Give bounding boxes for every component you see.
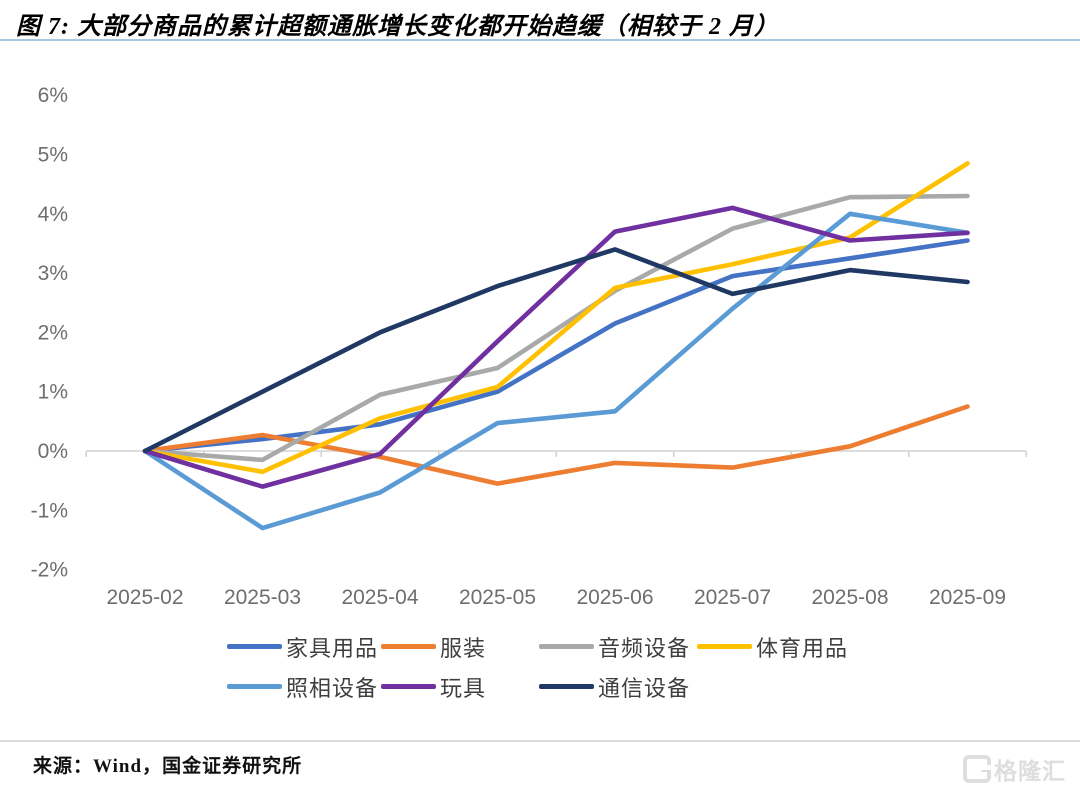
y-axis-tick-labels: 6% 5% 4% 3% 2% 1% 0% -1% -2% <box>31 84 68 581</box>
chart-title: 图 7: 大部分商品的累计超额通胀增长变化都开始趋缓（相较于 2 月） <box>16 14 779 40</box>
legend-item: 照相设备 <box>227 673 381 701</box>
x-tick-label: 2025-06 <box>576 586 653 609</box>
y-tick-label: 0% <box>38 440 68 463</box>
x-tick-label: 2025-09 <box>929 586 1006 609</box>
source-note: 来源：Wind，国金证券研究所 <box>33 756 303 777</box>
legend-swatch <box>539 644 594 649</box>
legend-item: 通信设备 <box>539 673 697 701</box>
legend-item: 音频设备 <box>539 633 697 661</box>
y-tick-label: 2% <box>38 321 68 344</box>
watermark: 格隆汇 <box>963 752 1066 786</box>
series-line-4 <box>142 211 970 531</box>
series-line-3 <box>142 161 970 475</box>
x-tick-label: 2025-02 <box>106 586 183 609</box>
title-separator <box>0 39 1080 41</box>
y-tick-label: 5% <box>38 144 68 167</box>
legend-label: 音频设备 <box>598 635 691 661</box>
x-tick-label: 2025-07 <box>694 586 771 609</box>
line-chart: 6%5%4%3%2%1%0%-1%-2% 2025-02 2025-03 2025-… <box>31 84 1028 609</box>
y-tick-label: -1% <box>31 499 68 522</box>
watermark-label: 格隆汇 <box>994 758 1066 784</box>
series-line-2 <box>142 193 970 463</box>
legend-label: 家具用品 <box>286 635 379 661</box>
legend-label: 体育用品 <box>756 635 849 661</box>
x-tick-label: 2025-04 <box>341 586 418 609</box>
legend-item: 服装 <box>381 633 539 661</box>
legend-item: 体育用品 <box>697 633 849 661</box>
series-lines <box>142 161 970 531</box>
series-line-5 <box>142 205 970 489</box>
footer-separator <box>0 740 1080 742</box>
series-line-1 <box>142 404 970 486</box>
y-tick-label: 3% <box>38 262 68 285</box>
legend-label: 通信设备 <box>598 675 691 701</box>
legend-item: 玩具 <box>381 673 539 701</box>
legend-swatch <box>227 644 282 649</box>
legend-swatch <box>381 684 436 689</box>
legend-swatch <box>539 684 594 689</box>
x-tick-label: 2025-08 <box>811 586 888 609</box>
legend-label: 玩具 <box>440 675 487 701</box>
y-tick-label: 1% <box>38 381 68 404</box>
x-tick-label: 2025-03 <box>224 586 301 609</box>
y-tick-label: 4% <box>38 203 68 226</box>
gelonghui-logo-icon <box>963 755 991 783</box>
legend-label: 服装 <box>440 635 487 661</box>
series-line-6 <box>142 247 970 454</box>
legend-swatch <box>381 644 436 649</box>
x-axis-tick-labels: 2025-02 2025-03 2025-04 2025-05 2025-06 2025-… <box>106 586 1006 609</box>
legend-label: 照相设备 <box>286 675 379 701</box>
legend-swatch <box>227 684 282 689</box>
legend-swatch <box>697 644 752 649</box>
y-tick-label: 6% <box>38 84 68 107</box>
legend-item: 家具用品 <box>227 633 381 661</box>
chart-legend: 家具用品 服装 音频设备 体育用品照相设备 玩具 通信设备 <box>227 633 849 701</box>
y-tick-label: -2% <box>31 559 68 582</box>
x-tick-label: 2025-05 <box>459 586 536 609</box>
